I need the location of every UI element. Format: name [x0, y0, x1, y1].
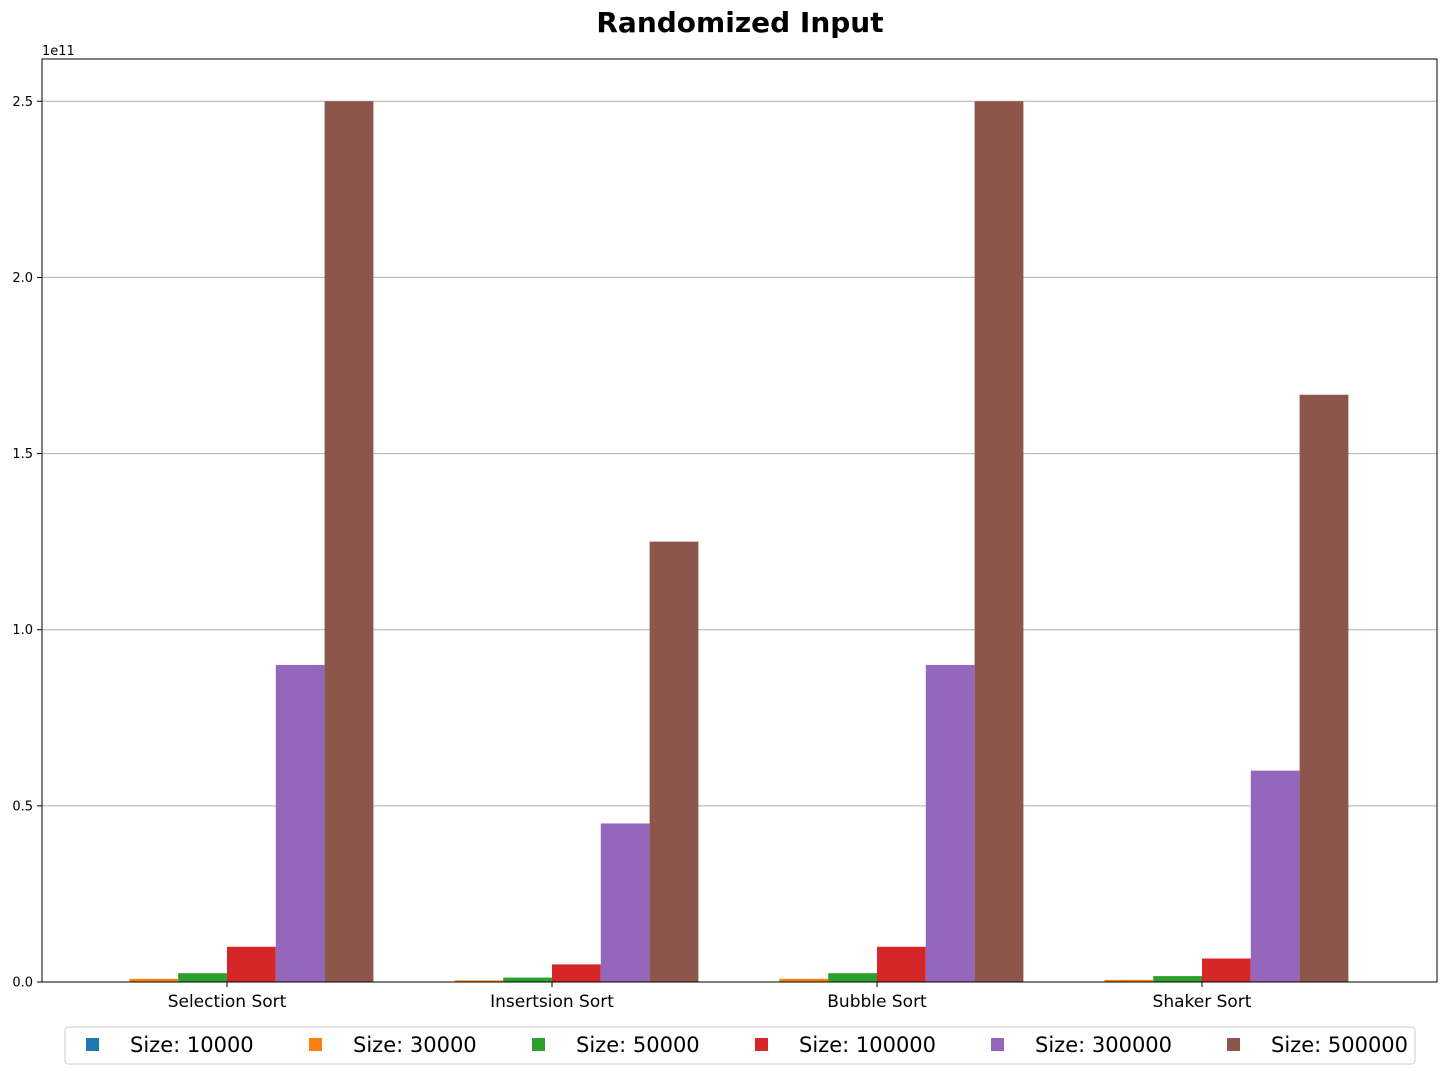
legend-frame — [64, 1026, 1416, 1065]
legend-swatch — [1227, 1038, 1240, 1051]
bar — [324, 101, 374, 983]
y-axis: 0.0 0.5 1.0 1.5 2.0 2.5 — [12, 95, 42, 991]
x-axis: Selection Sort Insertsion Sort Bubble Sort… — [168, 982, 1252, 1012]
bar — [503, 977, 552, 982]
y-tick-label: 2.5 — [12, 95, 33, 110]
legend-label: Size: 10000 — [130, 1033, 254, 1057]
legend-label: Size: 50000 — [576, 1033, 700, 1057]
plot-area-frame — [41, 58, 1438, 983]
bar — [828, 973, 877, 982]
x-tick-label: Insertsion Sort — [490, 992, 614, 1012]
legend-label: Size: 100000 — [799, 1033, 936, 1057]
x-tick-label: Bubble Sort — [827, 992, 927, 1012]
bar — [877, 946, 926, 982]
legend-label: Size: 300000 — [1035, 1033, 1172, 1057]
y-tick-label: 0.5 — [12, 799, 33, 814]
bar — [649, 541, 699, 982]
legend-swatch — [991, 1038, 1004, 1051]
bar — [1299, 394, 1349, 983]
bar — [552, 964, 601, 982]
bar — [454, 980, 504, 982]
legend-swatch — [86, 1038, 99, 1051]
bars — [80, 101, 1349, 983]
bar — [178, 973, 227, 982]
bar — [779, 978, 829, 982]
y-tick-label: 1.0 — [12, 623, 33, 638]
bar — [275, 664, 325, 982]
bar — [1153, 976, 1202, 982]
bar — [600, 823, 650, 982]
legend: Size: 10000 Size: 30000 Size: 50000 Size: 1… — [64, 1026, 1416, 1065]
legend-swatch — [532, 1038, 545, 1051]
legend-swatch — [755, 1038, 768, 1051]
chart-title: Randomized Input — [596, 6, 883, 39]
bar — [227, 946, 276, 982]
bar — [1104, 979, 1154, 982]
bar — [1250, 770, 1300, 982]
legend-label: Size: 30000 — [353, 1033, 477, 1057]
x-tick-label: Selection Sort — [168, 992, 287, 1012]
y-axis-offset-label: 1e11 — [42, 44, 75, 59]
legend-swatch — [309, 1038, 322, 1051]
gridlines — [42, 100, 1437, 983]
y-tick-label: 1.5 — [12, 447, 33, 462]
legend-label: Size: 500000 — [1271, 1033, 1408, 1057]
x-tick-label: Shaker Sort — [1153, 992, 1252, 1012]
bar — [925, 664, 975, 982]
y-tick-label: 2.0 — [12, 271, 33, 286]
y-tick-label: 0.0 — [12, 976, 33, 991]
bar — [129, 978, 179, 982]
bar — [974, 101, 1024, 983]
bar — [1202, 958, 1251, 982]
